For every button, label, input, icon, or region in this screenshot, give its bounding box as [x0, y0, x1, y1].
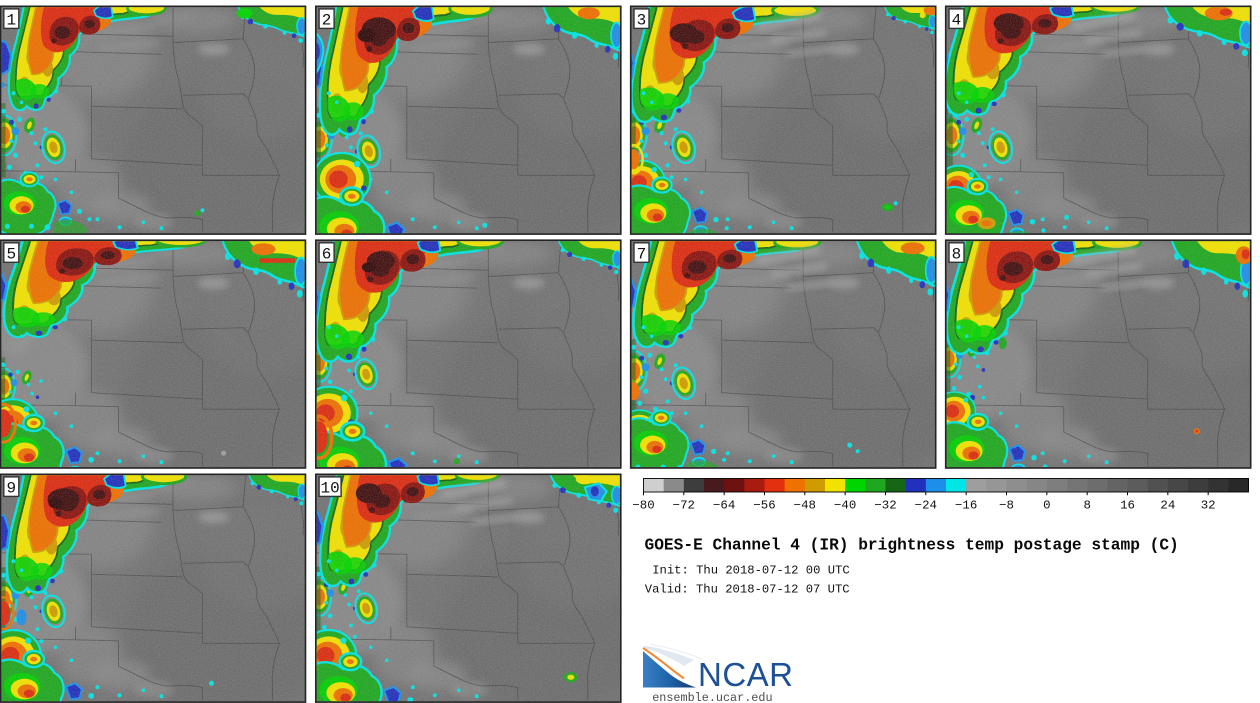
svg-text:GOES-E Channel 4 (IR) brightne: GOES-E Channel 4 (IR) brightness temp po… [645, 536, 1179, 554]
svg-text:−80: −80 [632, 499, 654, 513]
svg-text:16: 16 [1120, 499, 1135, 513]
svg-text:Init: Thu 2018-07-12 00 UTC: Init: Thu 2018-07-12 00 UTC [652, 563, 849, 577]
svg-text:4: 4 [952, 12, 962, 30]
svg-text:2: 2 [322, 12, 332, 30]
svg-text:3: 3 [637, 12, 647, 30]
svg-text:ensemble.ucar.edu: ensemble.ucar.edu [652, 691, 772, 703]
svg-text:5: 5 [6, 245, 16, 263]
svg-text:0: 0 [1043, 499, 1050, 513]
svg-text:1: 1 [6, 12, 16, 30]
svg-text:−72: −72 [673, 499, 695, 513]
svg-text:Valid: Thu 2018-07-12 07 UTC: Valid: Thu 2018-07-12 07 UTC [645, 583, 850, 597]
svg-text:−48: −48 [794, 499, 816, 513]
svg-text:−64: −64 [713, 499, 735, 513]
svg-text:24: 24 [1160, 499, 1175, 513]
svg-text:10: 10 [320, 480, 339, 498]
svg-text:−24: −24 [915, 499, 937, 513]
svg-text:−16: −16 [955, 499, 977, 513]
svg-text:7: 7 [637, 245, 647, 263]
svg-text:−32: −32 [874, 499, 896, 513]
svg-text:8: 8 [952, 245, 962, 263]
svg-text:−8: −8 [999, 499, 1014, 513]
svg-text:NCAR: NCAR [698, 656, 794, 693]
svg-text:6: 6 [322, 245, 332, 263]
svg-text:32: 32 [1201, 499, 1216, 513]
svg-text:9: 9 [6, 480, 16, 498]
svg-text:−40: −40 [834, 499, 856, 513]
svg-text:8: 8 [1083, 499, 1090, 513]
svg-text:−56: −56 [753, 499, 775, 513]
